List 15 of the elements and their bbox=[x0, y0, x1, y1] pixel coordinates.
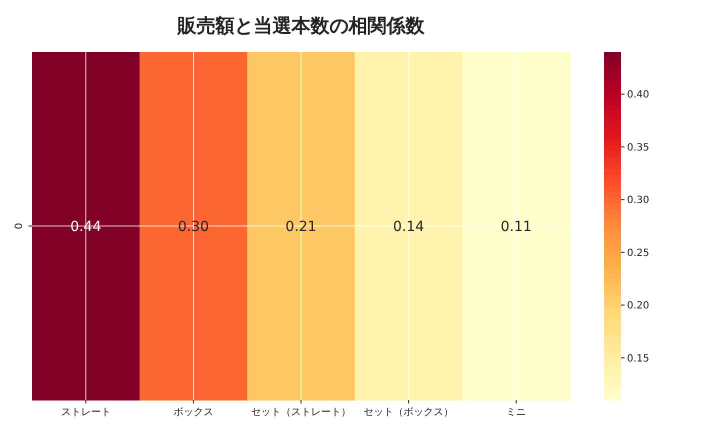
y-tick-label: 0 bbox=[14, 222, 25, 230]
color-bar-label: 0.20 bbox=[627, 300, 650, 312]
x-tick-label: ストレート bbox=[60, 407, 111, 418]
data-label: 0.11 bbox=[500, 219, 532, 235]
color-bar-label: 0.15 bbox=[627, 353, 650, 364]
chart-title: 販売額と当選本数の相関係数 bbox=[176, 15, 426, 37]
x-tick-label: ボックス bbox=[173, 407, 214, 418]
x-tick-label: セット（ボックス） bbox=[364, 407, 454, 418]
color-bar-label: 0.35 bbox=[627, 142, 650, 154]
x-tick-label: ミニ bbox=[506, 407, 526, 418]
data-label: 0.14 bbox=[393, 219, 424, 235]
x-tick-label: セット（ストレート） bbox=[251, 407, 351, 418]
color-bar-label: 0.30 bbox=[627, 195, 650, 206]
color-bar-label: 0.25 bbox=[627, 248, 650, 259]
color-bar-label: 0.40 bbox=[627, 90, 650, 101]
